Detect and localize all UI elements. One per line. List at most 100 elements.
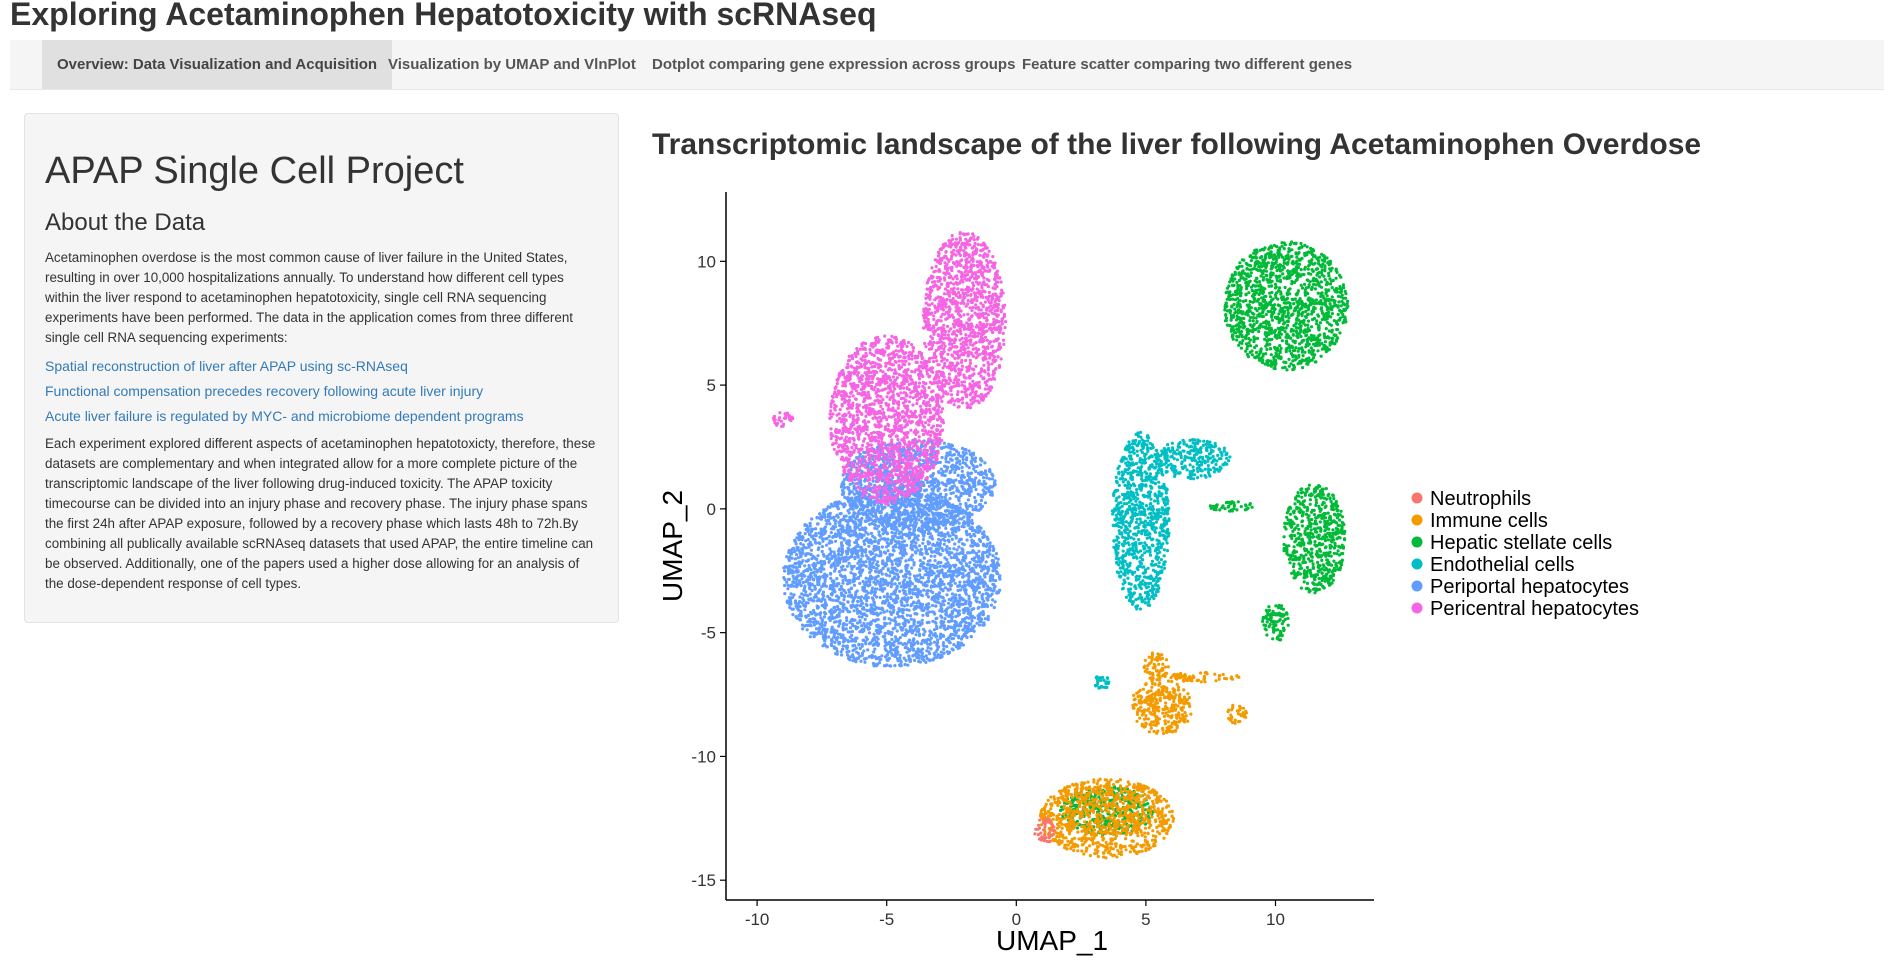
data-point xyxy=(924,547,928,551)
data-point xyxy=(842,640,846,644)
data-point xyxy=(929,494,933,498)
data-point xyxy=(858,610,862,614)
data-point xyxy=(944,613,948,617)
data-point xyxy=(794,565,798,569)
tab-dotplot[interactable]: Dotplot comparing gene expression across… xyxy=(652,56,1016,73)
data-point xyxy=(911,458,915,462)
data-point xyxy=(783,583,787,588)
data-point xyxy=(953,619,957,623)
tab-overview[interactable]: Overview: Data Visualization and Acquisi… xyxy=(42,40,393,89)
data-point xyxy=(904,569,909,573)
data-point xyxy=(906,517,910,521)
data-point xyxy=(879,624,883,629)
data-point xyxy=(943,488,947,492)
data-point xyxy=(827,534,831,538)
data-point xyxy=(910,566,914,570)
data-point xyxy=(877,545,881,549)
data-point xyxy=(937,571,941,575)
data-point xyxy=(863,617,867,621)
data-point xyxy=(858,604,862,608)
data-point xyxy=(875,623,879,628)
data-point xyxy=(927,610,931,614)
data-point xyxy=(943,586,947,590)
data-point xyxy=(848,528,852,532)
data-point xyxy=(860,527,864,531)
data-point xyxy=(873,518,877,522)
data-point xyxy=(907,527,911,531)
data-point xyxy=(877,505,881,509)
data-point xyxy=(820,549,824,554)
data-point xyxy=(949,491,953,496)
data-point xyxy=(986,598,990,602)
data-point xyxy=(863,526,867,530)
data-point xyxy=(806,569,810,573)
data-point xyxy=(894,568,898,572)
reference-link-functional-compensation[interactable]: Functional compensation precedes recover… xyxy=(45,383,484,399)
data-point xyxy=(935,626,939,631)
data-point xyxy=(943,609,947,613)
data-point xyxy=(928,559,932,563)
reference-link-acute-liver-failure[interactable]: Acute liver failure is regulated by MYC-… xyxy=(45,408,524,424)
data-point xyxy=(920,618,924,622)
data-point xyxy=(947,640,951,644)
data-point xyxy=(963,590,968,594)
data-point xyxy=(917,506,921,510)
data-point xyxy=(854,545,858,549)
data-point xyxy=(924,569,928,573)
data-point xyxy=(901,633,905,637)
data-point xyxy=(885,609,889,613)
data-point xyxy=(944,498,948,502)
data-point xyxy=(938,424,942,428)
data-point xyxy=(957,609,961,613)
data-point xyxy=(903,589,907,594)
tab-feature-scatter[interactable]: Feature scatter comparing two different … xyxy=(1022,56,1353,73)
data-point xyxy=(872,603,876,607)
data-point xyxy=(924,421,928,425)
data-point xyxy=(849,604,853,608)
data-point xyxy=(955,599,960,603)
data-point xyxy=(925,656,929,661)
data-point xyxy=(865,599,869,603)
data-point xyxy=(806,613,810,618)
data-point xyxy=(972,607,976,611)
data-point xyxy=(804,623,808,627)
data-point xyxy=(803,608,807,612)
data-point xyxy=(878,554,882,558)
data-point xyxy=(859,629,863,633)
data-point xyxy=(957,528,961,532)
data-point xyxy=(861,613,865,617)
data-point xyxy=(970,616,974,620)
data-point xyxy=(790,564,795,568)
data-point xyxy=(838,501,842,505)
data-point xyxy=(929,497,933,501)
data-point xyxy=(869,563,873,567)
data-point xyxy=(949,478,953,482)
data-point xyxy=(793,538,797,542)
data-point xyxy=(814,527,818,531)
data-point xyxy=(813,573,817,577)
data-point xyxy=(902,578,907,582)
data-point xyxy=(950,537,954,541)
data-point xyxy=(871,479,875,483)
data-point xyxy=(791,546,796,550)
data-point xyxy=(802,545,806,549)
data-point xyxy=(855,657,859,661)
data-point xyxy=(804,539,808,543)
data-point xyxy=(837,552,841,557)
reference-link-spatial-reconstruction[interactable]: Spatial reconstruction of liver after AP… xyxy=(45,358,408,374)
data-point xyxy=(991,559,995,563)
data-point xyxy=(939,650,943,654)
data-point xyxy=(883,527,888,531)
data-point xyxy=(933,576,938,580)
data-point xyxy=(847,594,851,598)
tab-umap-vlnplot[interactable]: Visualization by UMAP and VlnPlot xyxy=(388,56,636,73)
data-point xyxy=(948,547,952,551)
data-point xyxy=(925,562,929,567)
data-point xyxy=(959,537,963,541)
data-point xyxy=(834,599,838,603)
data-point xyxy=(862,657,866,661)
data-point xyxy=(912,619,916,623)
data-point xyxy=(917,462,922,466)
data-point xyxy=(948,445,952,449)
data-point xyxy=(954,530,958,534)
